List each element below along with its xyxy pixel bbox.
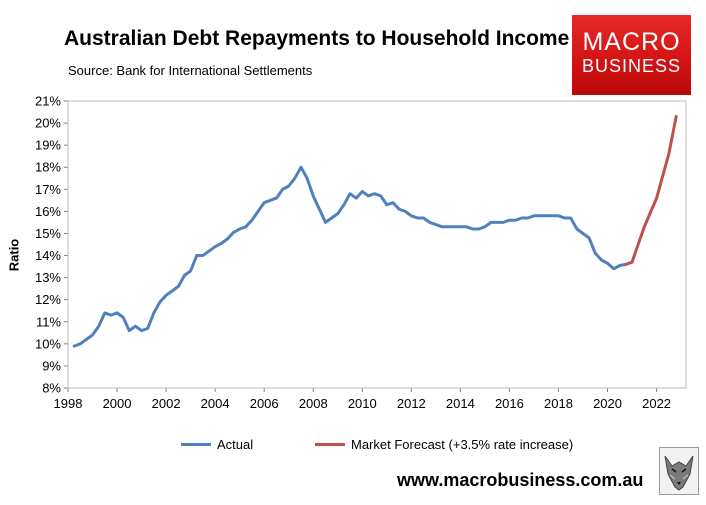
logo-line-2: BUSINESS — [581, 56, 682, 76]
y-tick-label: 13% — [35, 270, 61, 285]
x-tick-label: 2014 — [446, 396, 475, 411]
x-tick-label: 2022 — [642, 396, 671, 411]
x-tick-label: 2010 — [348, 396, 377, 411]
x-axis-ticks: 1998 2000 2002 2004 2006 2008 2010 2012 2014 2016… — [54, 388, 671, 411]
chart-subtitle: Source: Bank for International Settlemen… — [68, 63, 313, 78]
brand-logo: MACRO BUSINESS — [572, 15, 691, 95]
legend-label-actual: Actual — [217, 437, 254, 452]
y-tick-label: 14% — [35, 248, 61, 263]
y-tick-label: 20% — [35, 116, 61, 131]
y-tick-label: 19% — [35, 138, 61, 153]
legend-swatch-actual — [181, 443, 211, 446]
series-line-forecast — [624, 115, 678, 266]
line-chart: 8% 9% 10% 11% 12% 13% 14% 15% 16% 17% 18% 19% 20% 21%… — [35, 94, 687, 411]
plot-area — [67, 100, 687, 389]
y-tick-label: 10% — [35, 336, 61, 351]
series-line-actual — [72, 165, 634, 348]
y-tick-label: 18% — [35, 160, 61, 175]
x-tick-label: 2004 — [201, 396, 230, 411]
x-tick-label: 2006 — [250, 396, 279, 411]
legend-item-forecast: Market Forecast (+3.5% rate increase) — [315, 437, 573, 452]
wolf-icon — [659, 447, 699, 495]
y-tick-label: 15% — [35, 226, 61, 241]
logo-line-1: MACRO — [582, 28, 681, 56]
x-tick-label: 1998 — [54, 396, 83, 411]
legend-item-actual: Actual — [181, 437, 253, 452]
legend-swatch-forecast — [315, 443, 345, 446]
x-tick-label: 2018 — [544, 396, 573, 411]
y-tick-label: 12% — [35, 292, 61, 307]
y-tick-label: 11% — [36, 314, 61, 329]
series-lines — [72, 115, 678, 348]
y-tick-label: 21% — [35, 94, 61, 109]
y-axis-ticks: 8% 9% 10% 11% 12% 13% 14% 15% 16% 17% 18% 19% 20% 21% — [35, 94, 68, 396]
y-tick-label: 9% — [42, 358, 61, 373]
x-tick-label: 2020 — [593, 396, 622, 411]
website-url: www.macrobusiness.com.au — [397, 470, 644, 490]
legend-label-forecast: Market Forecast (+3.5% rate increase) — [351, 437, 574, 452]
x-tick-label: 2008 — [299, 396, 328, 411]
y-tick-label: 17% — [35, 182, 61, 197]
chart-title: Australian Debt Repayments to Household … — [64, 27, 570, 50]
y-tick-label: 8% — [42, 381, 61, 396]
x-tick-label: 2012 — [397, 396, 426, 411]
x-tick-label: 2002 — [152, 396, 181, 411]
y-tick-label: 16% — [35, 204, 61, 219]
x-tick-label: 2016 — [495, 396, 524, 411]
x-tick-label: 2000 — [103, 396, 132, 411]
